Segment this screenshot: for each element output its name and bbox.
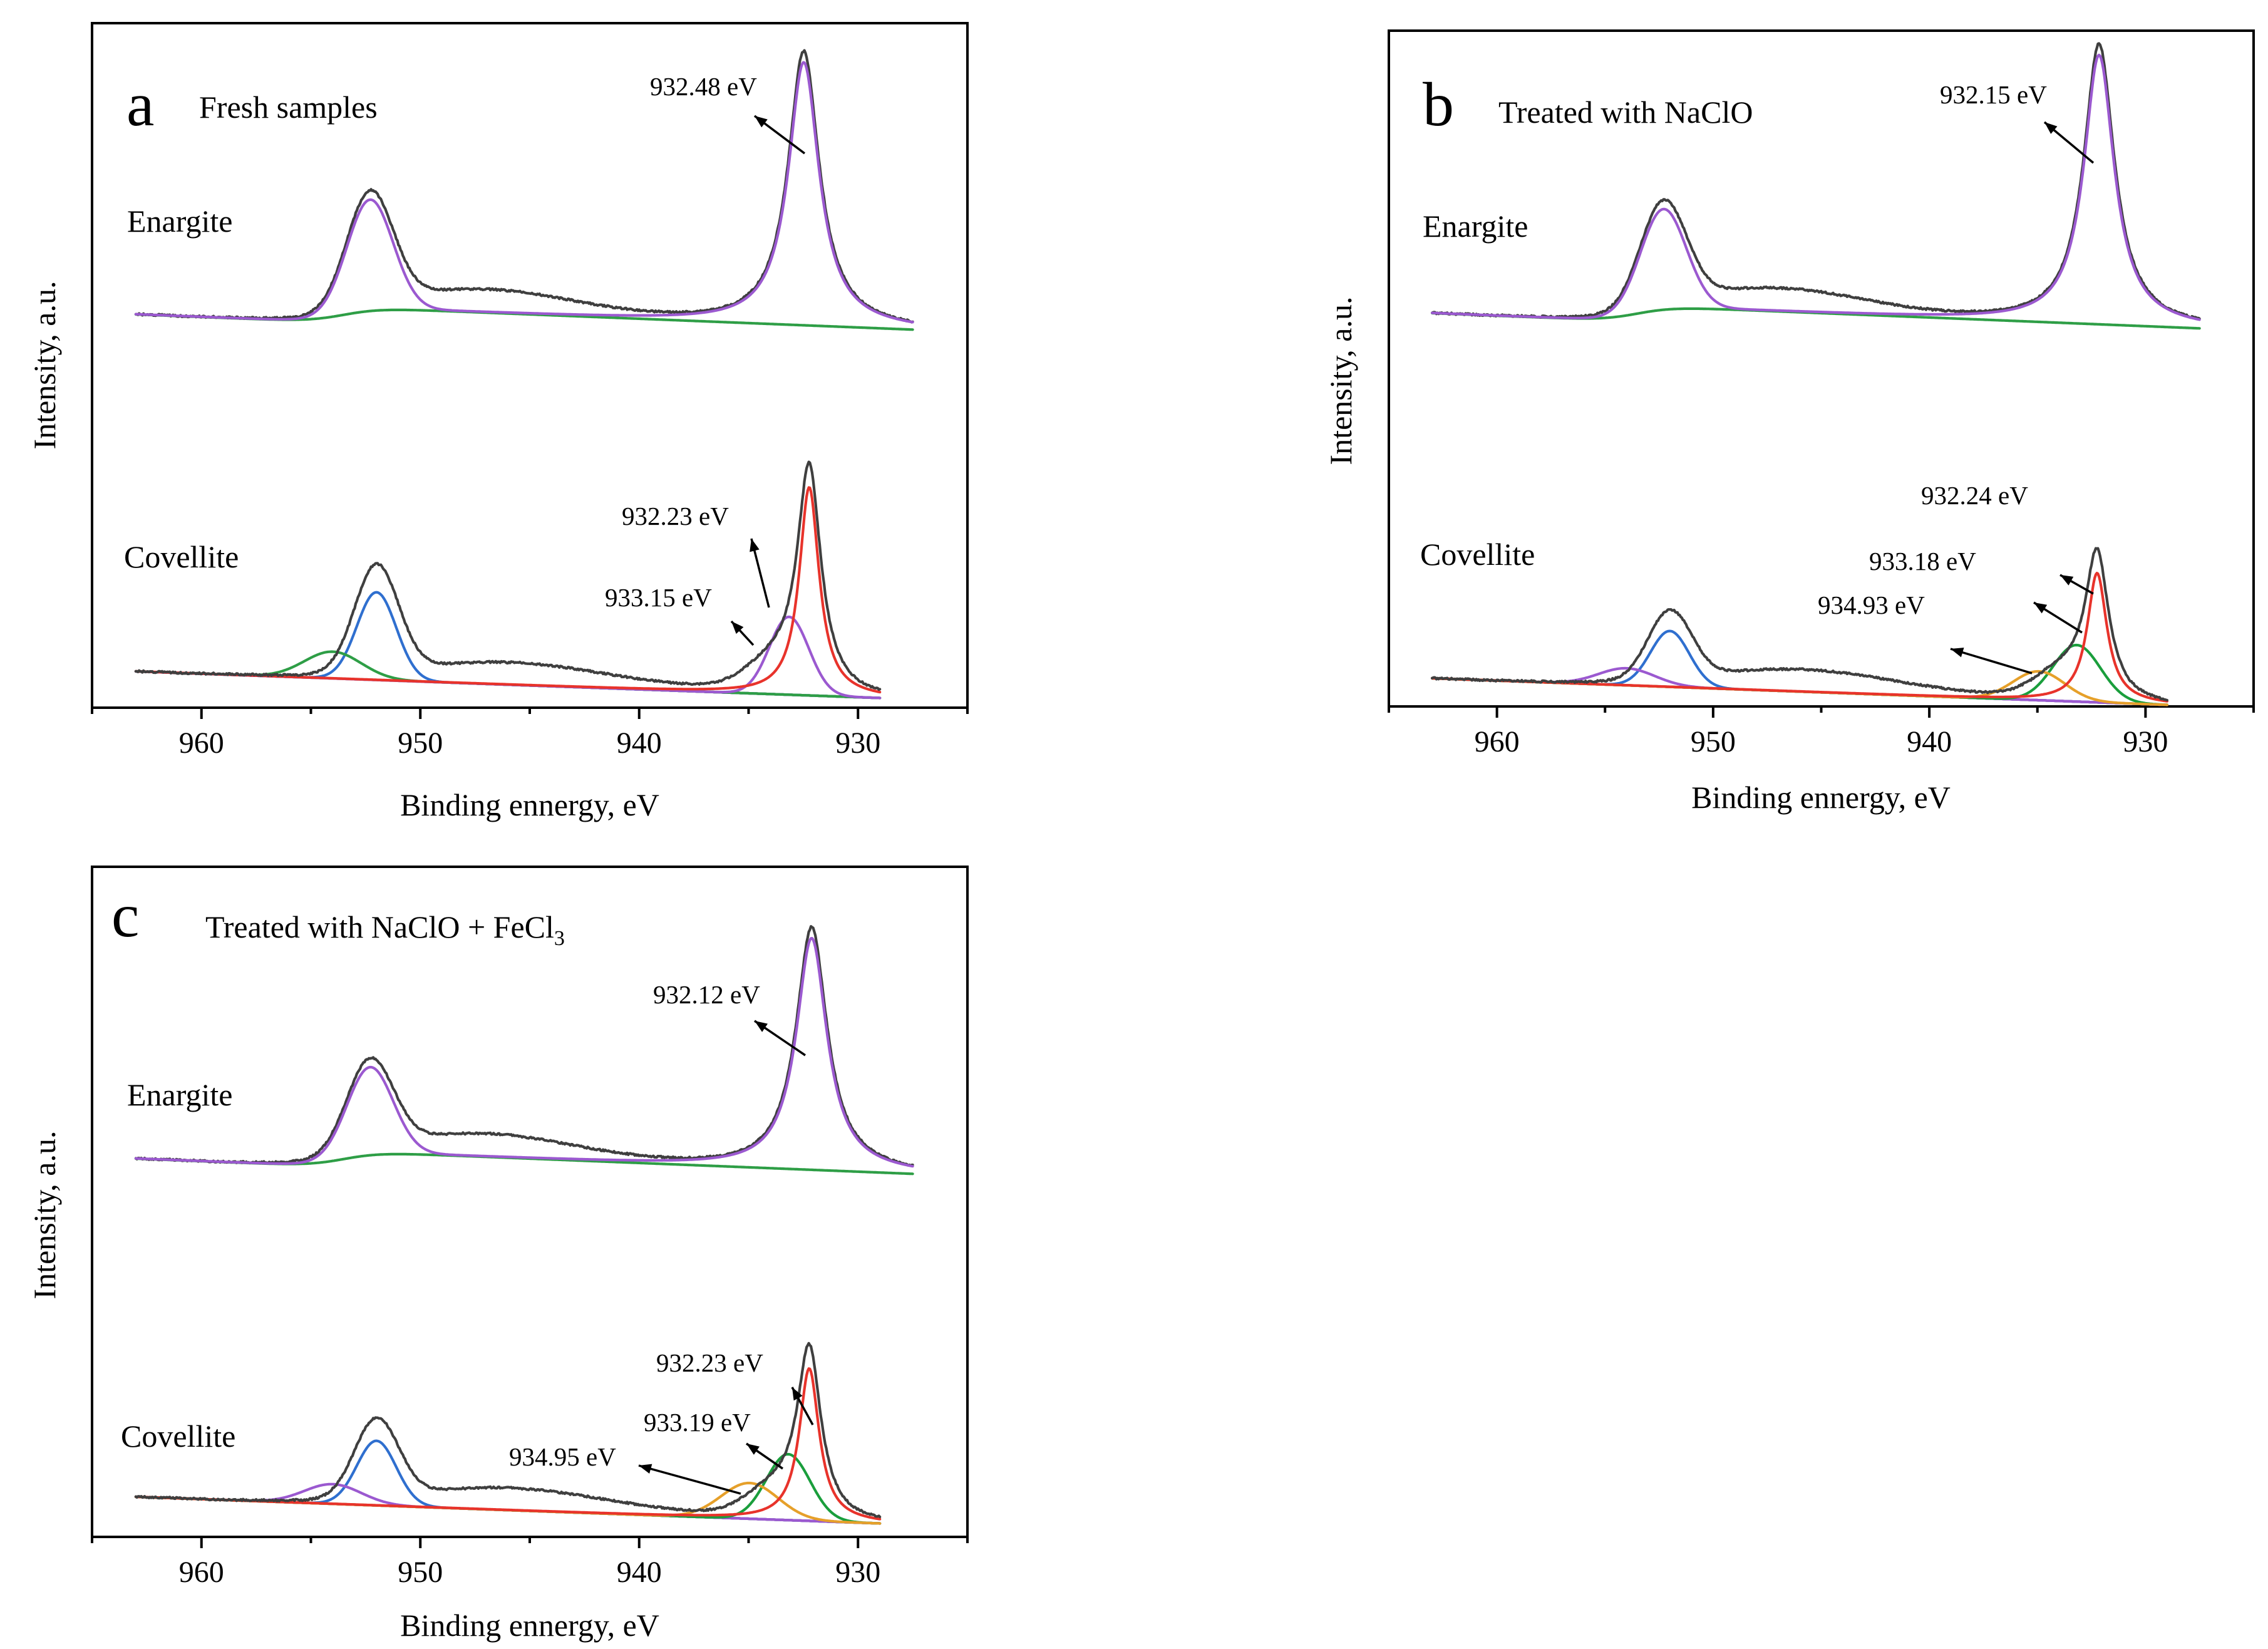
panel-title: Treated with NaClO — [1498, 95, 1753, 130]
envelope-curve — [134, 1341, 882, 1519]
component-fit-curve — [134, 1452, 882, 1525]
fit-curve — [134, 61, 914, 324]
panel-title: Fresh samples — [199, 90, 378, 125]
x-ticks: 960 950 940 930 — [91, 1537, 969, 1589]
x-tick-label: 950 — [398, 726, 443, 760]
sample-label-enargite: Enargite — [127, 1077, 232, 1112]
peak-arrows — [638, 1020, 814, 1495]
peak-arrows — [1950, 121, 2095, 675]
envelope-curve — [134, 925, 914, 1167]
spectra — [134, 925, 914, 1525]
panel-b: 960 950 940 930 b Treated with NaClO Enargi… — [1323, 29, 2255, 815]
peak-label: 932.24 eV — [1921, 481, 2028, 510]
peak-arrowhead — [792, 1387, 803, 1401]
x-tick-label: 960 — [179, 1556, 224, 1589]
peak-arrow — [1950, 648, 2033, 675]
x-tick-label: 930 — [835, 1556, 880, 1589]
peak-arrows — [730, 115, 806, 646]
peak-label: 932.48 eV — [650, 72, 757, 101]
panel-letter: b — [1423, 70, 1454, 139]
peak-arrowhead — [2060, 575, 2074, 586]
fit-curve — [1431, 53, 2201, 321]
panel-title: Treated with NaClO + FeCl3 — [205, 909, 565, 950]
peak-arrowhead — [2044, 122, 2058, 134]
x-axis-label: Binding ennergy, eV — [1691, 780, 1951, 815]
envelope-curve — [1431, 547, 2168, 702]
plot-frame — [91, 22, 969, 709]
panel-letter: a — [126, 70, 154, 139]
peak-label: 934.95 eV — [509, 1442, 616, 1471]
peak-arrowhead — [746, 1444, 760, 1455]
x-axis-label: Binding ennergy, eV — [400, 1608, 659, 1643]
peak-label: 933.19 eV — [644, 1408, 751, 1437]
component-fit-curve — [1431, 643, 2168, 706]
y-axis-label: Intensity, a.u. — [27, 1131, 62, 1300]
x-axis-label: Binding ennergy, eV — [400, 787, 659, 822]
fit-curve — [134, 937, 914, 1168]
spectra — [134, 49, 914, 700]
x-tick-label: 940 — [617, 726, 662, 760]
peak-arrowhead — [755, 1021, 768, 1032]
satellite-fit-curve — [1431, 666, 2168, 706]
component-fit-curve — [134, 1481, 882, 1525]
y-axis-label: Intensity, a.u. — [1323, 297, 1358, 465]
panel-title-main: Treated with NaClO + FeCl — [205, 909, 554, 944]
x-ticks: 960 950 940 930 — [91, 708, 969, 760]
peak-arrowhead — [731, 621, 744, 634]
x-tick-label: 960 — [179, 726, 224, 760]
sample-label-covellite: Covellite — [1420, 537, 1535, 572]
peak-label: 932.15 eV — [1940, 80, 2047, 109]
y-axis-label: Intensity, a.u. — [27, 281, 62, 450]
peak-label: 932.23 eV — [622, 502, 729, 530]
x-tick-label: 950 — [1691, 725, 1736, 758]
sample-label-enargite: Enargite — [127, 204, 232, 239]
sample-label-covellite: Covellite — [121, 1419, 235, 1454]
x-tick-label: 940 — [617, 1556, 662, 1589]
x-tick-label: 930 — [2123, 725, 2168, 758]
panel-a: 960 950 940 930 a Fresh samples Enargite Co… — [27, 22, 969, 822]
peak-label: 933.15 eV — [605, 583, 712, 612]
peak-arrowhead — [750, 539, 760, 552]
fit-curve — [134, 1367, 882, 1521]
peak-arrowhead — [1951, 648, 1964, 658]
peak-label: 934.93 eV — [1818, 591, 1925, 619]
envelope-curve — [134, 460, 882, 691]
sample-label-enargite: Enargite — [1423, 209, 1528, 244]
envelope-curve — [1431, 42, 2201, 320]
x-ticks: 960 950 940 930 — [1388, 706, 2255, 758]
panel-title-subscript: 3 — [554, 927, 565, 950]
peak-arrowhead — [2034, 602, 2048, 614]
panel-letter: c — [111, 881, 139, 950]
component-fit-curve — [134, 615, 882, 700]
x-tick-label: 960 — [1475, 725, 1520, 758]
x-tick-label: 950 — [398, 1556, 443, 1589]
panel-c: 960 950 940 930 c Treated with NaClO + FeCl… — [27, 866, 969, 1643]
peak-arrowhead — [755, 116, 768, 128]
sample-label-covellite: Covellite — [124, 539, 239, 574]
x-tick-label: 930 — [835, 726, 880, 760]
peak-label: 933.18 eV — [1869, 547, 1976, 576]
spectra — [1431, 42, 2201, 706]
peak-label: 932.12 eV — [653, 980, 760, 1009]
peak-label: 932.23 eV — [656, 1348, 763, 1377]
x-tick-label: 940 — [1907, 725, 1952, 758]
peak-arrow — [638, 1464, 741, 1495]
peak-arrowhead — [639, 1464, 652, 1474]
